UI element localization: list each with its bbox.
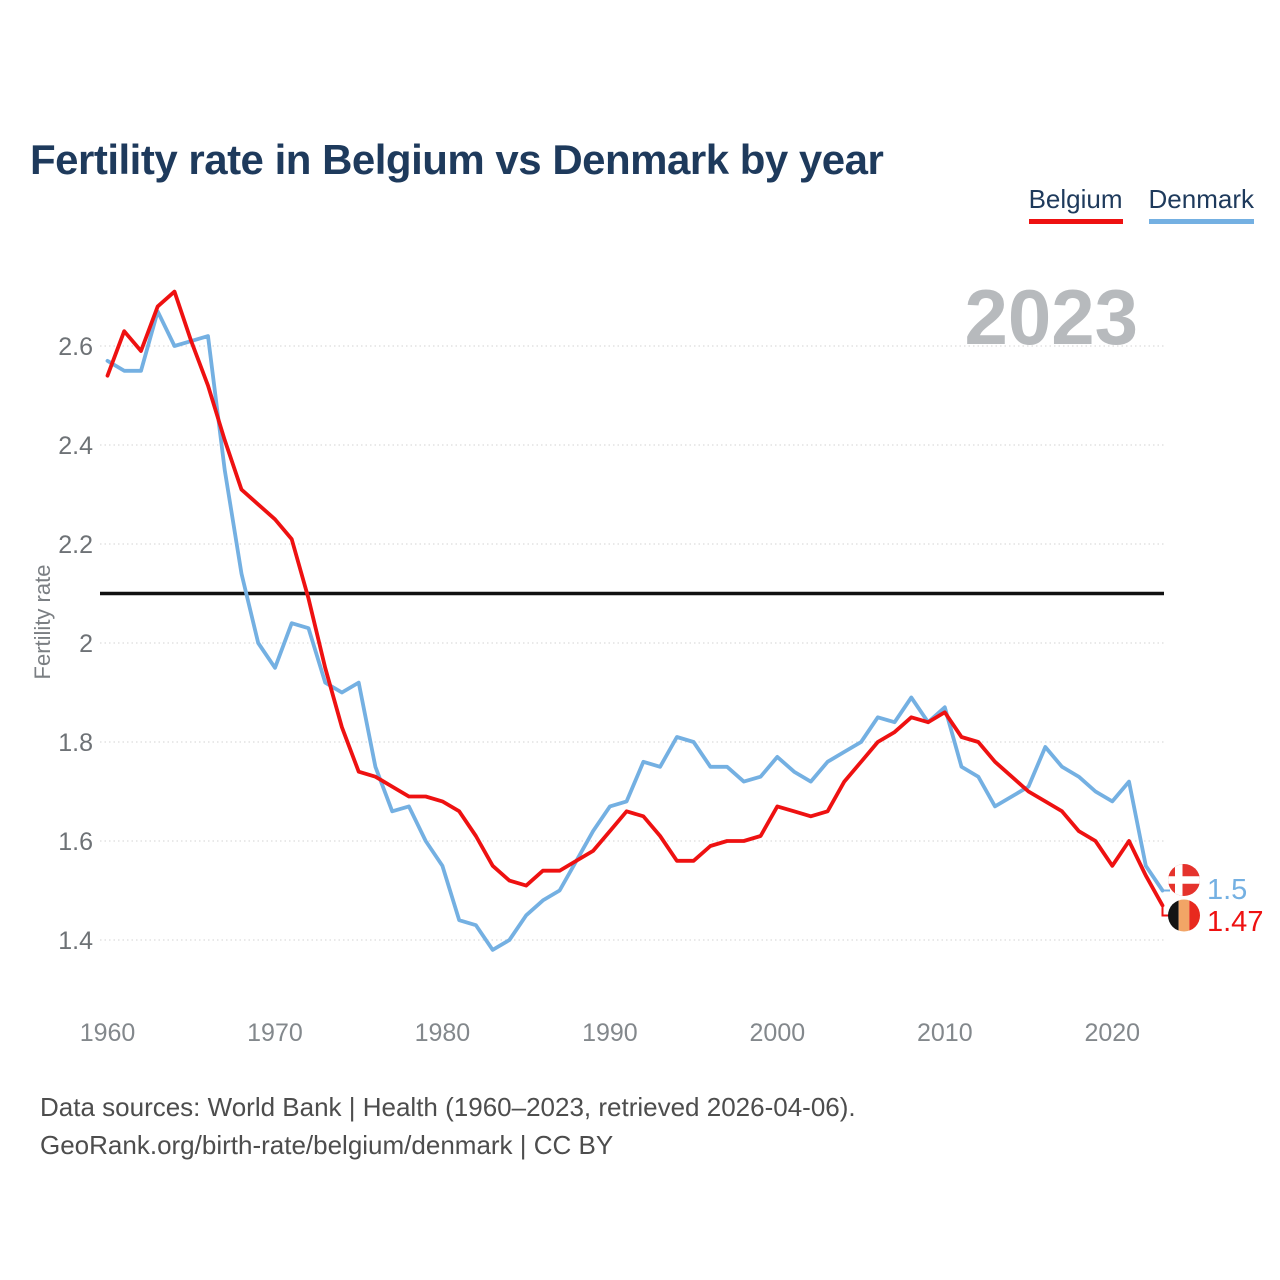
legend-item-belgium[interactable]: Belgium: [1028, 184, 1123, 224]
series-line-denmark: [105, 309, 1165, 952]
grid-layer: 2.6 2.4 2.2 2 1.8 1.6 1.4 1960 1970 1980 1990 2000 2…: [58, 333, 1164, 1047]
legend-item-denmark[interactable]: Denmark: [1148, 184, 1254, 224]
x-tick-label: 2000: [750, 1019, 806, 1047]
y-tick-label: 1.6: [58, 828, 93, 856]
series-layer: [100, 289, 1165, 952]
x-tick-label: 2010: [917, 1019, 973, 1047]
end-value-denmark: 1.5: [1207, 874, 1247, 906]
y-axis-title: Fertility rate: [30, 565, 55, 680]
x-tick-label: 1990: [582, 1019, 638, 1047]
y-tick-label: 2: [79, 630, 93, 658]
series-line-belgium: [105, 289, 1165, 908]
footer-attribution: GeoRank.org/birth-rate/belgium/denmark |…: [40, 1130, 614, 1160]
denmark-flag-icon: [1168, 864, 1200, 896]
x-tick-label: 1960: [80, 1019, 136, 1047]
y-tick-label: 1.8: [58, 729, 93, 757]
x-tick-label: 1970: [247, 1019, 303, 1047]
y-tick-label: 1.4: [58, 927, 93, 955]
y-tick-label: 2.4: [58, 432, 93, 460]
end-leader-belgium: [1161, 905, 1170, 917]
footer: Data sources: World Bank | Health (1960–…: [40, 1088, 856, 1164]
belgium-flag-icon: [1168, 899, 1200, 932]
annotation-layer: 1.471.5: [1161, 864, 1263, 938]
page-title: Fertility rate in Belgium vs Denmark by …: [30, 136, 884, 184]
watermark-year: 2023: [964, 273, 1138, 361]
end-value-belgium: 1.47: [1207, 906, 1263, 938]
y-tick-label: 2.6: [58, 333, 93, 361]
x-tick-label: 1980: [415, 1019, 471, 1047]
y-tick-label: 2.2: [58, 531, 93, 559]
footer-data-sources: Data sources: World Bank | Health (1960–…: [40, 1092, 856, 1122]
legend: Belgium Denmark: [1028, 184, 1254, 224]
x-tick-label: 2020: [1084, 1019, 1140, 1047]
